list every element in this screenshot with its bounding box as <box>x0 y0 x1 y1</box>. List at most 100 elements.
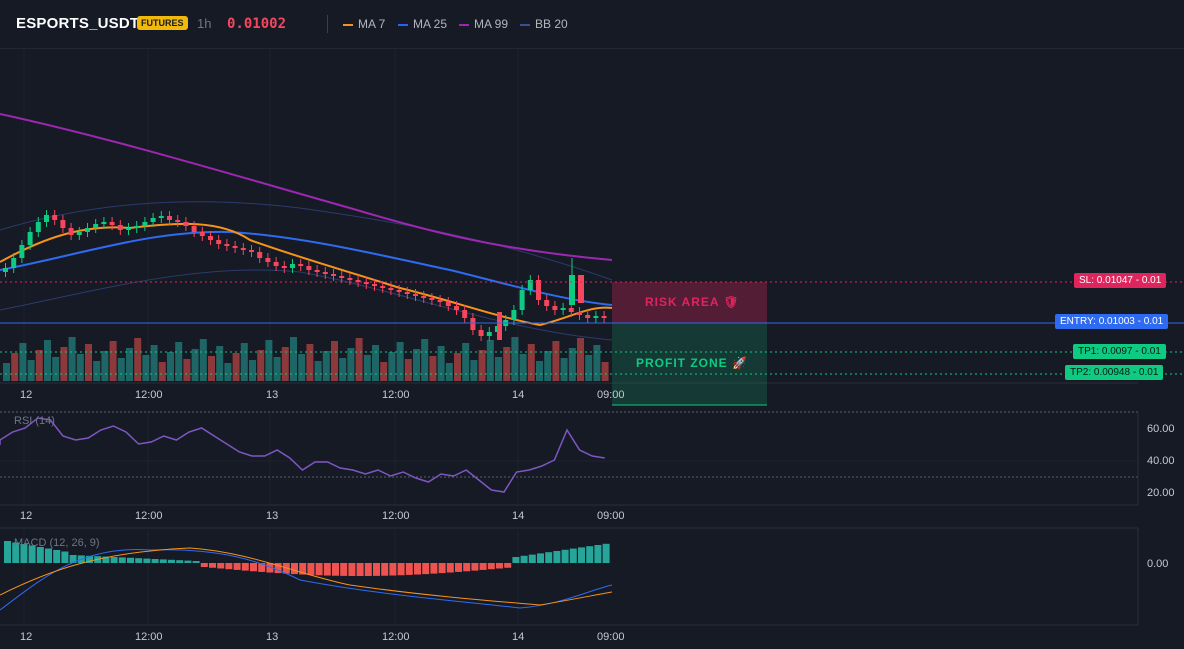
macd-histogram-bar <box>504 563 512 568</box>
bull-candle <box>519 290 525 310</box>
volume-bar <box>347 348 355 381</box>
bull-candle <box>27 232 33 245</box>
bear-candle <box>396 290 402 292</box>
bear-candle <box>413 294 418 296</box>
stop-loss-label: SL: 0.01047 - 0.01 <box>1074 273 1167 288</box>
bollinger-bands <box>0 201 613 341</box>
bear-candle <box>322 272 328 274</box>
macd-histogram-bar <box>323 563 331 576</box>
volume-bar <box>511 337 519 381</box>
macd-histogram-bar <box>364 563 372 576</box>
rsi-line <box>0 417 605 493</box>
volume-bar <box>462 343 470 381</box>
volume-bar <box>101 351 109 381</box>
bear-candle <box>224 244 230 246</box>
time-tick: 12 <box>20 510 33 522</box>
macd-histogram-bar <box>545 552 553 563</box>
rsi-tick-20: 20.00 <box>1147 487 1175 499</box>
macd-histogram-bar <box>537 553 544 563</box>
macd-histogram-bar <box>69 555 77 563</box>
volume-bar <box>191 349 199 381</box>
volume-bar <box>429 356 437 381</box>
macd-histogram-bar <box>356 563 364 576</box>
level-lines <box>0 281 1184 375</box>
volume-bar <box>568 348 576 381</box>
volume-bar <box>396 342 404 381</box>
legend-ma99-label: MA 99 <box>474 17 509 31</box>
bear-candle <box>585 315 591 318</box>
bear-candle <box>404 292 410 294</box>
volume-bar <box>142 355 150 381</box>
legend-bb20[interactable]: BB 20 <box>520 17 568 31</box>
bear-candle <box>265 258 271 262</box>
volume-bar <box>421 339 429 381</box>
bear-candle <box>462 310 468 318</box>
macd-histogram-bar <box>225 563 233 570</box>
macd-histogram-bar <box>159 559 167 563</box>
macd-histogram-bar <box>373 563 380 576</box>
grid-lines <box>0 49 1139 626</box>
bear-candle <box>552 306 558 310</box>
macd-histogram-bar <box>389 563 397 576</box>
timeframe-label[interactable]: 1h <box>197 16 212 31</box>
bear-candle <box>568 308 574 312</box>
macd-histogram-bar <box>430 563 438 574</box>
volume-bar <box>544 351 552 381</box>
macd-histogram-bar <box>479 563 487 570</box>
volume-bar <box>109 341 117 381</box>
macd-histogram-bar <box>250 563 257 572</box>
macd-histogram-bar <box>118 557 126 563</box>
bear-candle <box>445 302 451 306</box>
time-tick: 09:00 <box>597 510 625 522</box>
bear-candle <box>372 284 377 286</box>
legend-ma99[interactable]: MA 99 <box>459 17 508 31</box>
macd-histogram-bar <box>12 542 20 563</box>
macd-histogram-bar <box>266 563 274 573</box>
trade-zones <box>612 282 767 406</box>
time-tick: 14 <box>512 631 525 643</box>
macd-histogram-bar <box>397 563 405 576</box>
bull-candle <box>150 218 156 222</box>
bull-candle <box>593 316 599 318</box>
volume-bar <box>35 350 43 381</box>
bear-candle <box>437 300 443 302</box>
legend-ma25[interactable]: MA 25 <box>398 17 447 31</box>
symbol-name[interactable]: ESPORTS_USDT <box>16 15 140 32</box>
bear-candle <box>273 262 279 266</box>
volume-bar <box>413 349 420 381</box>
legend-ma7[interactable]: MA 7 <box>343 17 385 31</box>
macd-histogram-bar <box>241 563 249 571</box>
volume-bar <box>273 357 281 381</box>
bear-candle <box>240 248 246 250</box>
bull-candle <box>134 226 140 228</box>
time-tick: 13 <box>266 389 279 401</box>
volume-bar <box>314 361 322 381</box>
bear-candle <box>380 286 386 288</box>
bull-candle <box>85 228 90 232</box>
time-tick: 12:00 <box>382 510 410 522</box>
bull-candle <box>93 224 99 228</box>
ma25-line <box>0 230 613 306</box>
bull-candle <box>126 228 131 230</box>
time-tick: 09:00 <box>597 389 625 401</box>
volume-bar <box>175 342 183 381</box>
volume-bar <box>257 350 265 381</box>
macd-histogram-bar <box>512 557 520 563</box>
volume-bar <box>437 346 445 381</box>
macd-histogram-bar <box>561 549 569 563</box>
time-tick: 12:00 <box>382 631 410 643</box>
macd-histogram-bar <box>446 563 454 573</box>
volume-bar <box>372 345 379 381</box>
volume-bar <box>601 362 609 381</box>
volume-bar <box>486 340 494 381</box>
bear-candle <box>183 222 189 226</box>
bear-candle <box>601 316 607 318</box>
bear-candle <box>216 240 222 244</box>
bull-candle <box>3 268 8 272</box>
entry-label: ENTRY: 0.01003 - 0.01 <box>1055 314 1169 329</box>
risk-area-label: RISK AREA 🛡 <box>645 295 740 309</box>
bear-candle <box>331 274 336 276</box>
profit-zone-label: PROFIT ZONE 🚀 <box>636 356 748 370</box>
bear-candle <box>232 246 238 248</box>
